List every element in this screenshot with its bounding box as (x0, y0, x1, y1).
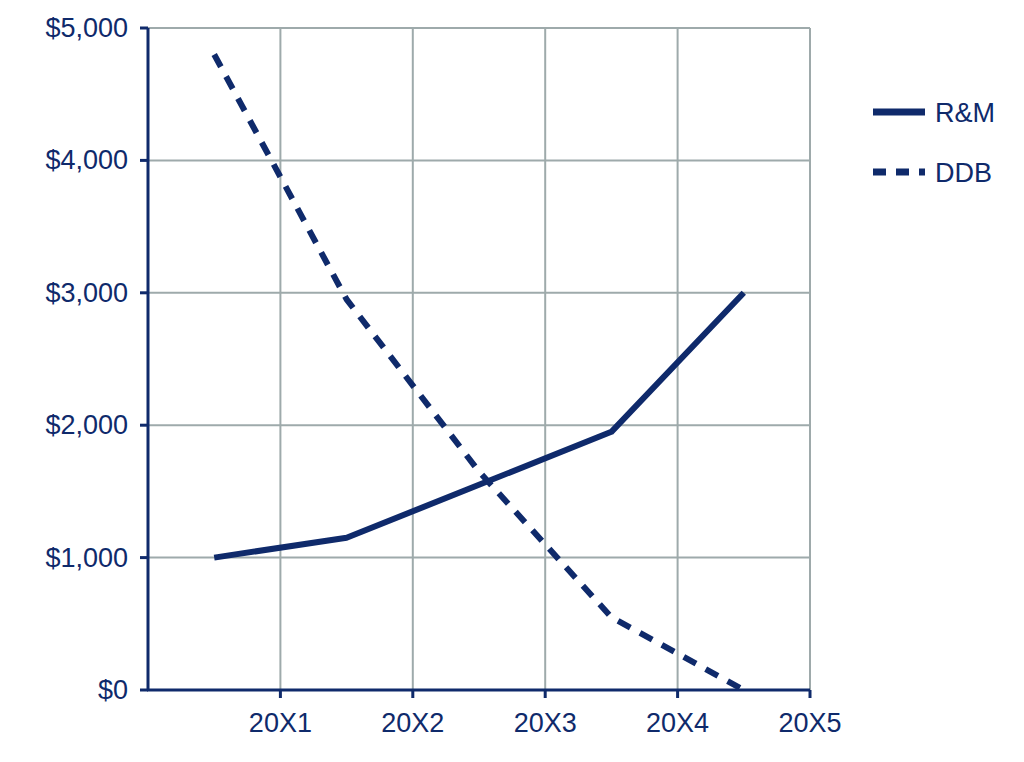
x-tick (676, 690, 679, 698)
x-tick-label: 20X2 (381, 708, 444, 738)
y-grid-line (148, 159, 810, 161)
chart-svg: $0 $1,000 $2,000 $3,000 $4,000 $5,000 20X1 20X2… (0, 0, 1024, 762)
y-tick-label: $1,000 (45, 543, 128, 573)
y-grid-line (148, 557, 810, 559)
x-grid-line (544, 28, 546, 690)
x-tick (544, 690, 547, 698)
y-tick (140, 27, 148, 30)
y-tick-label: $3,000 (45, 278, 128, 308)
x-axis-line (147, 689, 810, 692)
y-axis-line (147, 28, 150, 691)
x-tick-label: 20X4 (646, 708, 709, 738)
y-tick-label: $0 (98, 675, 128, 705)
y-tick-label: $2,000 (45, 410, 128, 440)
grid (148, 28, 810, 690)
x-tick-label: 20X3 (514, 708, 577, 738)
x-grid-line (412, 28, 414, 690)
y-tick-label: $4,000 (45, 145, 128, 175)
x-grid-line (279, 28, 281, 690)
y-tick (140, 689, 148, 692)
legend: R&M DDB (873, 98, 995, 188)
series-group (214, 54, 744, 690)
y-tick (140, 291, 148, 294)
x-tick (411, 690, 414, 698)
x-tick (809, 690, 812, 698)
legend-label: DDB (935, 158, 992, 188)
series-line (214, 293, 744, 558)
legend-label: R&M (935, 98, 995, 128)
x-tick (279, 690, 282, 698)
y-tick (140, 556, 148, 559)
legend-swatch (873, 169, 925, 176)
x-tick-label: 20X5 (778, 708, 841, 738)
legend-swatch (873, 109, 925, 116)
y-grid-line (148, 292, 810, 294)
y-grid-line (148, 27, 810, 29)
chart-root: $0 $1,000 $2,000 $3,000 $4,000 $5,000 20X1 20X2… (0, 0, 1024, 762)
x-grid-line (809, 28, 811, 690)
x-tick-label: 20X1 (249, 708, 312, 738)
y-tick-label: $5,000 (45, 13, 128, 43)
series-line (214, 54, 744, 690)
y-tick (140, 424, 148, 427)
y-grid-line (148, 424, 810, 426)
y-tick (140, 159, 148, 162)
